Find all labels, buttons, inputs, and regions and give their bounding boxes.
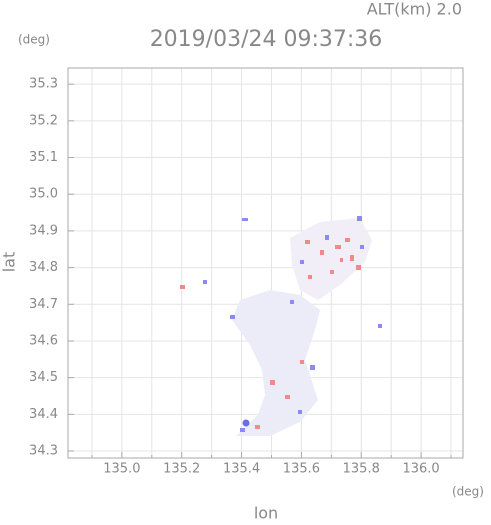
altitude-label: ALT(km) 2.0 [367, 0, 462, 19]
y-tick-label: 34.6 [29, 333, 58, 348]
x-tick-label: 135.0 [103, 462, 140, 477]
y-tick-label: 34.8 [29, 260, 58, 275]
x-tick-label: 136.0 [402, 462, 439, 477]
echo-cells-blue [203, 216, 382, 432]
y-unit: (deg) [18, 33, 50, 47]
x-tick-label: 135.2 [163, 462, 200, 477]
plot-frame [67, 67, 464, 459]
echo-cell [242, 419, 250, 427]
y-tick-label: 34.3 [29, 444, 58, 459]
echo-cells-red [180, 238, 361, 429]
chart-title: 2019/03/24 09:37:36 [150, 27, 383, 52]
x-tick-label: 135.4 [223, 462, 260, 477]
y-tick-label: 35.2 [29, 113, 58, 128]
x-axis-label: lon [254, 504, 278, 522]
y-tick-label: 34.9 [29, 223, 58, 238]
x-tick-label: 135.6 [283, 462, 320, 477]
y-tick-label: 34.7 [29, 297, 58, 312]
y-tick-label: 35.1 [29, 150, 58, 165]
y-tick-label: 35.0 [29, 187, 58, 202]
echo-field [180, 216, 382, 436]
x-tick-label: 135.8 [343, 462, 380, 477]
y-axis-label: lat [0, 252, 19, 273]
echo-area [290, 218, 372, 300]
x-unit: (deg) [452, 485, 484, 499]
y-tick-label: 34.5 [29, 370, 58, 385]
echo-area [232, 290, 320, 436]
y-tick-label: 35.3 [29, 77, 58, 92]
y-tick-label: 34.4 [29, 407, 58, 422]
